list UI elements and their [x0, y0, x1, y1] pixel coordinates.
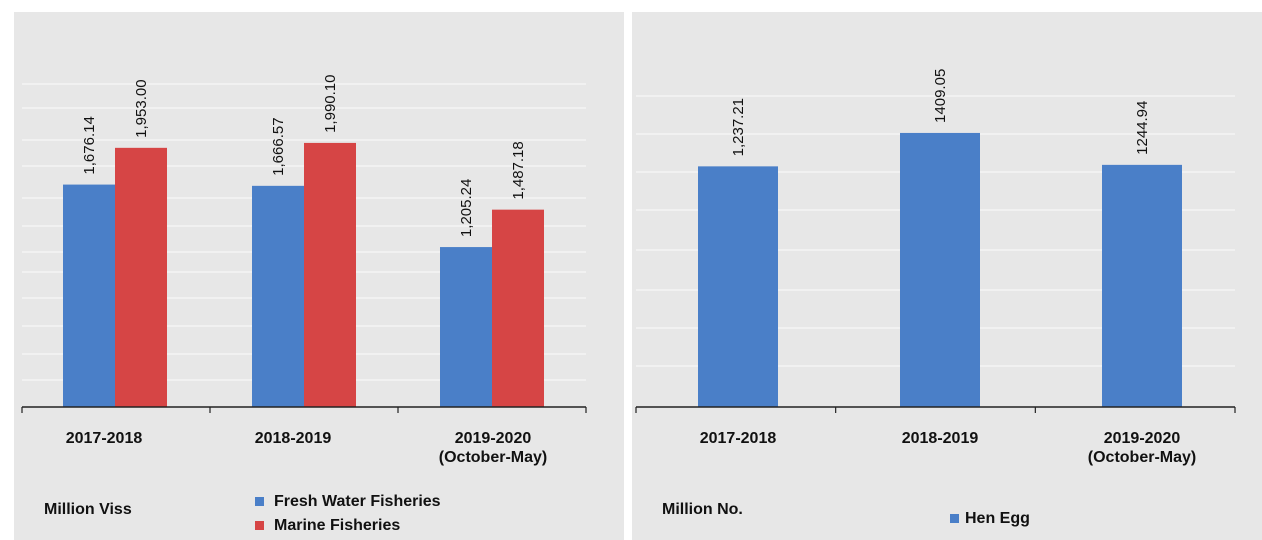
bar-fresh-water-fisheries: [252, 185, 304, 407]
unit-label: Million Viss: [44, 501, 132, 518]
bar-marine-fisheries: [304, 142, 356, 407]
bar-fresh-water-fisheries: [440, 247, 492, 407]
unit-label: Million No.: [662, 501, 743, 518]
legend-entry: Fresh Water Fisheries: [274, 493, 441, 510]
data-label: 1,990.10: [322, 75, 339, 133]
legend-swatch: [255, 521, 264, 530]
legend-swatch: [950, 514, 959, 523]
bar-marine-fisheries: [115, 147, 167, 407]
data-label: 1244.94: [1134, 101, 1151, 155]
data-label: 1,487.18: [510, 141, 527, 199]
bar-hen-egg: [698, 166, 778, 407]
x-tick-label: (October-May): [439, 449, 547, 466]
legend-entry: Marine Fisheries: [274, 517, 400, 534]
bar-hen-egg: [900, 132, 980, 408]
data-label: 1,666.57: [270, 117, 287, 175]
data-label: 1,237.21: [730, 98, 747, 156]
x-tick-label: 2019-2020: [455, 430, 532, 447]
bar-marine-fisheries: [492, 209, 544, 407]
x-tick-label: 2017-2018: [700, 430, 777, 447]
x-tick-label: 2019-2020: [1104, 430, 1181, 447]
data-label: 1,205.24: [458, 179, 475, 237]
top-strip: [0, 0, 1262, 12]
legend-entry: Hen Egg: [965, 510, 1030, 527]
data-label: 1,953.00: [133, 79, 150, 137]
bar-fresh-water-fisheries: [63, 184, 115, 407]
x-tick-label: (October-May): [1088, 449, 1196, 466]
legend-swatch: [255, 497, 264, 506]
data-label: 1,676.14: [81, 116, 98, 174]
x-tick-label: 2017-2018: [66, 430, 143, 447]
x-tick-label: 2018-2019: [255, 430, 332, 447]
data-label: 1409.05: [932, 69, 949, 123]
x-tick-label: 2018-2019: [902, 430, 979, 447]
bar-hen-egg: [1102, 164, 1182, 407]
